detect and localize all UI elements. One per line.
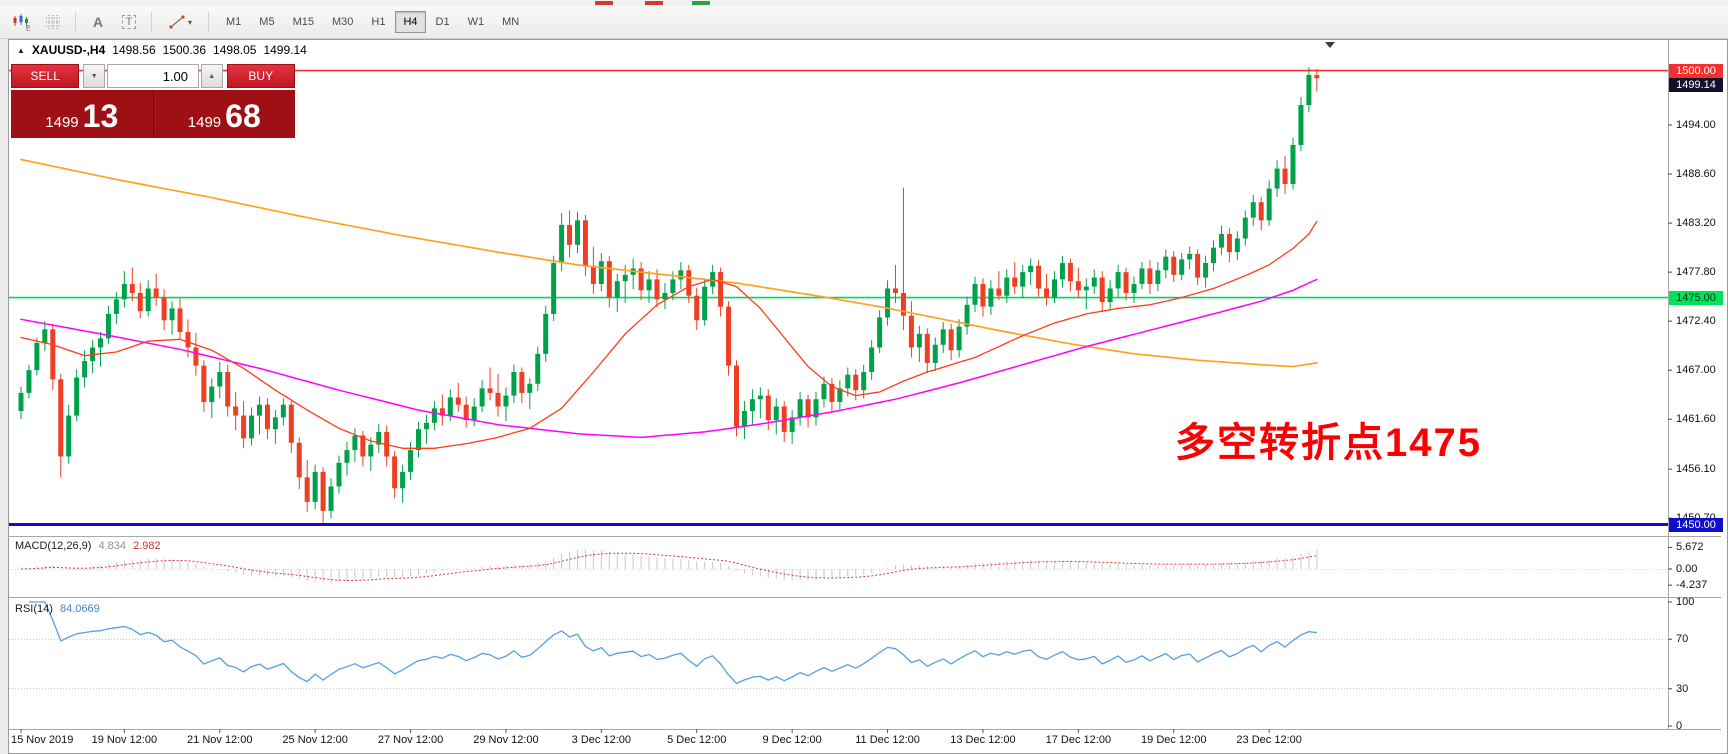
chart-shift-marker[interactable] xyxy=(1325,42,1335,48)
time-axis-label: 23 Dec 12:00 xyxy=(1236,734,1302,746)
time-axis-label: 21 Nov 12:00 xyxy=(187,734,253,746)
bid-pip-digits: 13 xyxy=(82,98,119,134)
chart-title: ▲ XAUUSD-,H4 1498.56 1500.36 1498.05 149… xyxy=(17,43,307,57)
timeframe-w1[interactable]: W1 xyxy=(467,16,485,28)
axis-tick-label: 1488.60 xyxy=(1676,168,1716,181)
ohlc-open: 1498.56 xyxy=(112,43,156,57)
toolbar-separator xyxy=(208,12,209,32)
timeframe-h4[interactable]: H4 xyxy=(395,11,426,33)
current-price-badge: 1499.14 xyxy=(1669,77,1723,92)
axis-tick-label: 1477.80 xyxy=(1676,266,1716,279)
axis-tick-label: 70 xyxy=(1676,633,1689,646)
timeframe-d1[interactable]: D1 xyxy=(435,16,450,28)
time-axis-label: 9 Dec 12:00 xyxy=(762,734,822,746)
svg-text:E: E xyxy=(26,26,31,32)
drawing-tools-icon[interactable]: ▾ xyxy=(160,9,200,35)
one-click-trading-widget: SELL ▼ ▲ BUY 1499 13 1499 68 xyxy=(11,64,295,138)
price-axis[interactable]: 1494.00 1488.60 1483.20 1477.80 1472.40 1467.… xyxy=(1668,40,1726,735)
axis-tick-label: -4.237 xyxy=(1676,579,1708,592)
sell-button[interactable]: SELL xyxy=(11,64,80,88)
axis-tick-label: 1494.00 xyxy=(1676,119,1716,131)
macd-indicator-label: MACD(12,26,9) 4.834 2.982 xyxy=(15,540,161,552)
buy-button[interactable]: BUY xyxy=(226,64,295,88)
macd-name: MACD(12,26,9) xyxy=(15,540,92,552)
axis-tick-label: 1483.20 xyxy=(1676,217,1716,230)
clipped-text-artifact xyxy=(645,1,663,5)
timeframe-m5[interactable]: M5 xyxy=(259,16,275,28)
time-axis-label: 3 Dec 12:00 xyxy=(571,734,632,746)
time-axis-label: 29 Nov 12:00 xyxy=(473,734,539,746)
font-tool-icon[interactable]: A xyxy=(84,9,112,35)
volume-input[interactable] xyxy=(107,64,199,88)
macd-signal-value: 2.982 xyxy=(133,540,161,552)
ohlc-low: 1498.05 xyxy=(213,43,257,57)
rsi-name: RSI(14) xyxy=(15,603,53,615)
chart-window: 1494.00 1488.60 1483.20 1477.80 1472.40 1467.… xyxy=(8,39,1728,754)
font-tool-glyph: A xyxy=(92,14,104,30)
expert-chart-icon[interactable]: E xyxy=(8,9,36,35)
axis-tick-label: 100 xyxy=(1676,596,1695,608)
ask-pip-digits: 68 xyxy=(225,98,261,134)
timeframe-m30[interactable]: M30 xyxy=(331,16,354,28)
ohlc-close: 1499.14 xyxy=(263,43,307,57)
time-axis-label: 27 Nov 12:00 xyxy=(377,734,444,746)
rsi-value: 84.0669 xyxy=(59,603,100,615)
price-level-badge: 1500.00 xyxy=(1669,63,1723,78)
axis-tick-label: 1456.10 xyxy=(1676,463,1716,476)
timeframe-group: M1 M5 M15 M30 H1 H4 D1 W1 MN xyxy=(217,11,528,33)
clipped-window-strip xyxy=(0,0,1728,6)
bid-main-digits: 1499 xyxy=(45,114,79,131)
axis-tick-label: 0 xyxy=(1676,720,1683,732)
volume-decrement-button[interactable]: ▼ xyxy=(83,64,105,88)
axis-tick-label: 1467.00 xyxy=(1676,364,1716,377)
bid-price: 1499 13 xyxy=(11,90,153,138)
macd-main-value: 4.834 xyxy=(98,540,127,552)
time-axis-label: 19 Dec 12:00 xyxy=(1141,734,1207,746)
axis-tick-label: 1461.60 xyxy=(1676,413,1716,426)
ask-main-digits: 1499 xyxy=(187,114,222,131)
time-axis[interactable]: 15 Nov 2019 19 Nov 12:00 21 Nov 12:00 25 No… xyxy=(9,729,1721,753)
time-axis-label: 5 Dec 12:00 xyxy=(667,734,727,746)
axis-tick-label: 1472.40 xyxy=(1676,315,1716,328)
bid-ask-panel: 1499 13 1499 68 xyxy=(11,90,295,138)
price-level-badge: 1475.00 xyxy=(1669,290,1723,305)
trade-controls-row: SELL ▼ ▲ BUY xyxy=(11,64,295,88)
symbol-period-label: XAUUSD-,H4 xyxy=(31,43,106,57)
ohlc-high: 1500.36 xyxy=(162,43,207,57)
chart-plot[interactable] xyxy=(9,40,1721,753)
time-axis-label: 25 Nov 12:00 xyxy=(282,734,348,746)
time-axis-label: 13 Dec 12:00 xyxy=(950,734,1016,746)
text-label-icon[interactable]: T xyxy=(115,9,143,35)
time-axis-label: 11 Dec 12:00 xyxy=(855,734,920,746)
timeframe-m1[interactable]: M1 xyxy=(226,16,242,28)
axis-tick-label: 5.672 xyxy=(1676,541,1704,554)
axis-tick-label: 0.00 xyxy=(1676,563,1698,575)
timeframe-m15[interactable]: M15 xyxy=(292,16,314,28)
toolbar-separator xyxy=(151,12,152,32)
time-axis-label: 19 Nov 12:00 xyxy=(91,734,158,746)
volume-increment-button[interactable]: ▲ xyxy=(201,64,223,88)
annotation-text: 多空转折点1475 xyxy=(1175,421,1482,465)
axis-tick-label: 30 xyxy=(1676,682,1689,695)
time-axis-label: 17 Dec 12:00 xyxy=(1045,734,1112,746)
clipped-text-artifact xyxy=(692,1,710,5)
time-axis-label: 15 Nov 2019 xyxy=(11,734,74,746)
rsi-indicator-label: RSI(14) 84.0669 xyxy=(15,603,100,615)
symbol-marker-icon: ▲ xyxy=(17,45,25,55)
timeframe-h1[interactable]: H1 xyxy=(371,16,386,28)
toolbar-separator xyxy=(75,12,76,32)
text-label-glyph: T xyxy=(121,15,137,29)
ask-price: 1499 68 xyxy=(152,90,296,138)
price-level-badge: 1450.00 xyxy=(1669,517,1723,532)
chevron-down-icon: ▾ xyxy=(187,17,192,27)
grid-icon[interactable] xyxy=(39,9,67,35)
timeframe-mn[interactable]: MN xyxy=(502,16,520,28)
clipped-text-artifact xyxy=(595,1,613,5)
main-toolbar: E A T ▾ M1 M5 M15 M30 H1 H4 D1 W1 M xyxy=(0,6,1728,39)
